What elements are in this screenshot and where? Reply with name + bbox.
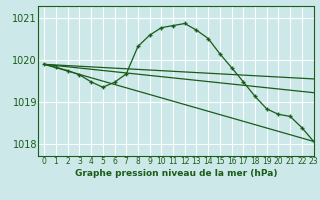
X-axis label: Graphe pression niveau de la mer (hPa): Graphe pression niveau de la mer (hPa) [75, 169, 277, 178]
